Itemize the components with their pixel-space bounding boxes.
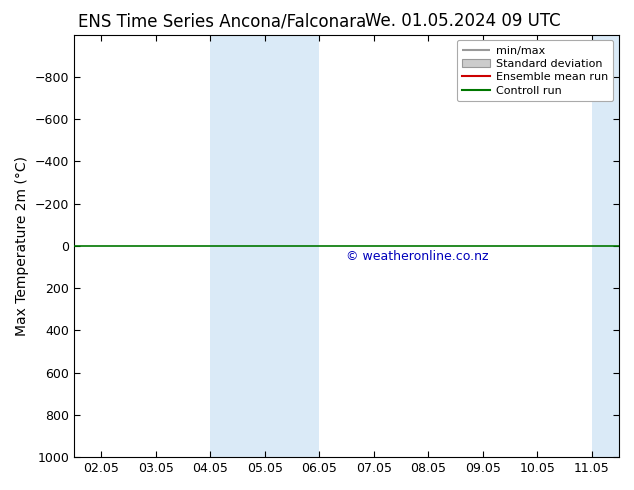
Y-axis label: Max Temperature 2m (°C): Max Temperature 2m (°C) <box>15 156 29 336</box>
Text: We. 01.05.2024 09 UTC: We. 01.05.2024 09 UTC <box>365 12 560 30</box>
Text: ENS Time Series Ancona/Falconara: ENS Time Series Ancona/Falconara <box>78 12 366 30</box>
Bar <box>592 35 634 457</box>
Bar <box>210 35 319 457</box>
Legend: min/max, Standard deviation, Ensemble mean run, Controll run: min/max, Standard deviation, Ensemble me… <box>456 40 614 101</box>
Text: © weatheronline.co.nz: © weatheronline.co.nz <box>346 250 489 263</box>
